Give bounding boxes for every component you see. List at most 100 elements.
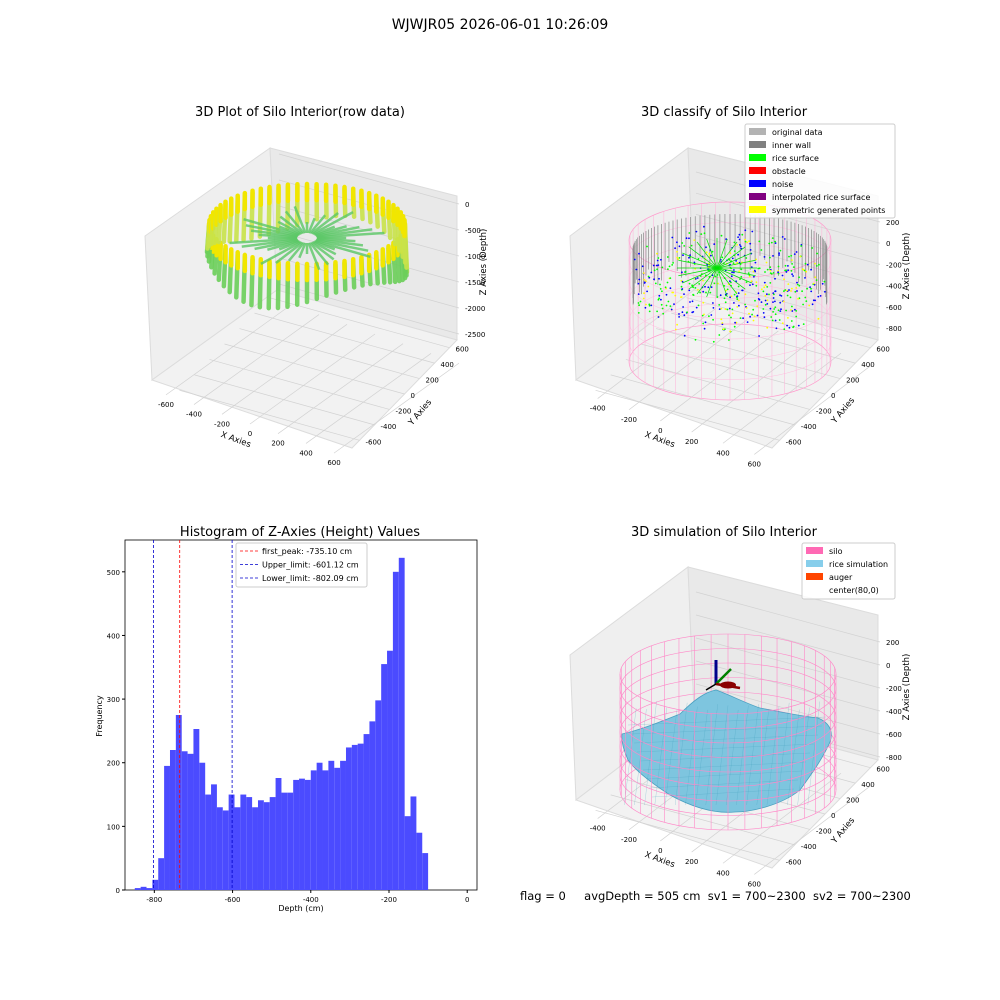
classify-point xyxy=(661,290,663,293)
classify-point xyxy=(798,284,801,287)
classify-point xyxy=(764,294,767,297)
histogram-y-tick-label: 0 xyxy=(116,887,120,895)
classify-point xyxy=(782,300,785,303)
classify-point xyxy=(774,319,777,322)
classify-point xyxy=(795,315,798,318)
histogram-bar xyxy=(181,751,188,890)
classify-point xyxy=(713,282,716,285)
simulation-z-ticks: 200 0 -200 -400 -600 -800 xyxy=(886,639,902,762)
classify-rice-surface-ray xyxy=(716,267,746,290)
classify-point xyxy=(638,278,641,281)
raw-inner-points xyxy=(312,240,337,256)
histogram-x-tick-label: -800 xyxy=(146,896,162,904)
classify-point xyxy=(733,325,736,328)
simulation-legend-label: center(80,0) xyxy=(829,586,879,595)
classify-point xyxy=(704,321,707,324)
rice-surface-mesh-line xyxy=(630,725,823,735)
classify-point xyxy=(755,284,758,287)
p1-y-gridline xyxy=(269,297,450,349)
classify-point xyxy=(658,297,660,300)
classify-point xyxy=(766,326,769,329)
simulation-legend-label: auger xyxy=(829,573,853,582)
classify-legend-label: interpolated rice surface xyxy=(772,193,870,202)
classify-point xyxy=(648,310,651,313)
classify-point xyxy=(785,271,788,273)
classify-point xyxy=(659,288,662,290)
raw-inner-points xyxy=(307,242,321,271)
classify-point xyxy=(735,260,737,262)
simulation-panel-title: 3D simulation of Silo Interior xyxy=(631,525,818,540)
histogram-bar xyxy=(222,810,229,890)
classify-point xyxy=(637,302,640,304)
classify-point xyxy=(769,269,772,272)
classify-point xyxy=(769,256,771,259)
classify-point xyxy=(702,322,705,325)
classify-point xyxy=(666,256,669,258)
classify-point xyxy=(676,250,678,253)
classify-point xyxy=(686,311,688,314)
classify-point xyxy=(804,277,806,279)
histogram-bar xyxy=(281,792,288,890)
classify-point xyxy=(672,262,674,264)
classify-point xyxy=(653,269,656,272)
classify-point xyxy=(755,281,758,284)
histogram-bars xyxy=(134,557,429,890)
histogram-bar xyxy=(169,750,176,890)
classify-point xyxy=(774,242,777,245)
classify-point xyxy=(722,328,725,331)
p1-x-tick-label: -400 xyxy=(186,411,202,419)
raw-point-ring xyxy=(204,181,410,311)
classify-point xyxy=(695,230,698,233)
classify-point xyxy=(697,288,699,291)
classify-legend-label: obstacle xyxy=(772,167,806,176)
simulation-legend-label: silo xyxy=(829,547,843,556)
classify-legend-swatch xyxy=(749,154,766,161)
classify-point xyxy=(805,270,808,273)
classify-point xyxy=(709,291,712,294)
auger-y-arrow xyxy=(715,668,732,685)
classify-point xyxy=(753,269,756,272)
rice-surface-mesh-line xyxy=(645,770,803,780)
p1-y-gridline xyxy=(194,374,375,426)
raw-inner-points xyxy=(279,215,304,235)
p1-z-tick-label: -2500 xyxy=(465,331,485,339)
classify-point xyxy=(809,286,811,288)
histogram-vlines xyxy=(153,540,233,890)
classify-point xyxy=(768,242,771,245)
classify-point xyxy=(648,303,651,306)
classify-point xyxy=(772,272,775,274)
p4-z-tick-label: -200 xyxy=(886,685,902,693)
histogram-legend: first_peak: -735.10 cm Upper_limit: -601.… xyxy=(235,542,368,588)
p2-z-gridline xyxy=(695,277,881,329)
classify-point xyxy=(665,304,668,307)
classify-point xyxy=(656,259,659,262)
classify-point xyxy=(815,265,818,267)
classify-point xyxy=(802,323,805,325)
p4-z-tick-label: 200 xyxy=(886,639,899,647)
classify-legend-label: symmetric generated points xyxy=(772,206,885,215)
classify-point xyxy=(733,293,736,296)
classify-point xyxy=(645,280,647,282)
classify-point xyxy=(703,232,706,235)
raw-inner-points xyxy=(243,217,300,237)
classify-point xyxy=(683,334,686,337)
classify-point xyxy=(733,269,735,271)
raw-inner-points xyxy=(229,237,298,245)
classify-point xyxy=(774,240,776,243)
p4-x-tick-label: -400 xyxy=(590,825,606,833)
raw-inner-points xyxy=(314,239,371,259)
classify-point xyxy=(683,314,686,317)
classify-point xyxy=(738,238,741,241)
classify-point xyxy=(642,297,645,300)
classify-point xyxy=(738,304,740,307)
classify-point xyxy=(669,277,672,279)
p2-z-tick-label: -600 xyxy=(886,304,902,312)
classify-point xyxy=(714,275,717,278)
sv1-value: sv1 = 700~2300 xyxy=(707,889,806,903)
p2-y-tick-label: 600 xyxy=(876,346,889,354)
classify-point xyxy=(730,295,733,298)
classify-point xyxy=(749,249,752,251)
classify-legend-swatch xyxy=(749,167,766,174)
classify-point xyxy=(718,334,721,336)
classify-point xyxy=(744,238,746,241)
